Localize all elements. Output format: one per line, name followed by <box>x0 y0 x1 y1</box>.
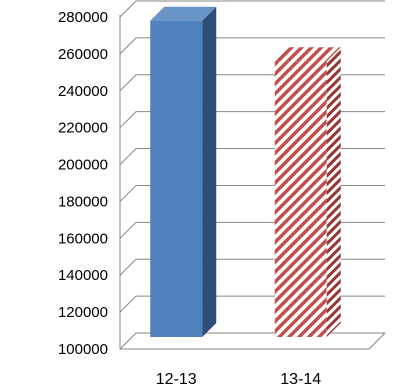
y-tick-label: 180000 <box>58 193 108 210</box>
y-tick-label: 100000 <box>58 341 108 358</box>
bar-top <box>274 47 341 62</box>
y-tick-label: 120000 <box>58 304 108 321</box>
bar-front <box>274 61 327 338</box>
y-tick-label: 240000 <box>58 83 108 100</box>
gridline <box>119 37 385 55</box>
bar-12-13 <box>150 6 217 337</box>
x-tick-label: 12-13 <box>156 371 197 388</box>
bar-top <box>150 6 217 21</box>
y-tick-label: 200000 <box>58 157 108 174</box>
bar-side <box>202 6 217 337</box>
y-tick-label: 140000 <box>58 267 108 284</box>
x-tick-label: 13-14 <box>280 371 321 388</box>
y-tick-label: 220000 <box>58 120 108 137</box>
y-axis: 100000 120000 140000 160000 180000 200000 2200… <box>58 9 108 358</box>
gridlines <box>119 0 386 350</box>
bar-front <box>150 20 203 337</box>
y-tick-label: 160000 <box>58 230 108 247</box>
bar-13-14 <box>274 47 341 338</box>
floor-edge <box>368 332 386 350</box>
bars <box>150 6 341 338</box>
y-tick-label: 260000 <box>58 46 108 63</box>
x-axis: 12-13 13-14 <box>156 371 322 388</box>
bar-side <box>326 47 341 338</box>
y-tick-label: 280000 <box>58 9 108 26</box>
gridline <box>119 0 385 18</box>
